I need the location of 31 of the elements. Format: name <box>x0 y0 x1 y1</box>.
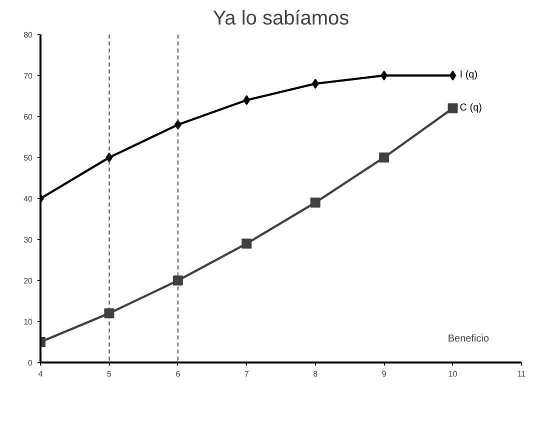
x-tick-label: 10 <box>448 370 458 378</box>
y-tick-label: 30 <box>24 236 34 244</box>
point <box>449 70 456 80</box>
chart-title: Ya lo sabíamos <box>212 8 350 30</box>
series-label: C (q) <box>460 102 482 114</box>
point <box>312 78 319 89</box>
series-label: I (q) <box>460 70 478 80</box>
x-tick-label: 6 <box>176 370 181 378</box>
x-tick-label: 5 <box>106 370 112 378</box>
x-tick-label: 7 <box>244 370 250 378</box>
y-tick-label: 10 <box>24 318 34 326</box>
point <box>172 276 183 286</box>
point <box>104 308 114 318</box>
point <box>242 238 252 249</box>
x-tick-label: 9 <box>382 370 387 378</box>
y-tick-label: 70 <box>24 72 34 80</box>
x-tick-label: 4 <box>38 370 44 378</box>
point <box>310 198 320 208</box>
point <box>379 152 390 162</box>
point <box>243 95 250 106</box>
point <box>380 70 388 80</box>
y-tick-label: 50 <box>24 154 34 162</box>
x-tick-label: 11 <box>517 370 526 378</box>
y-tick-label: 0 <box>28 358 34 368</box>
y-tick-label: 20 <box>24 276 34 286</box>
x-tick-label: 8 <box>313 370 318 378</box>
point <box>448 103 458 114</box>
y-tick-label: 60 <box>24 112 34 122</box>
y-tick-label: 40 <box>24 194 34 204</box>
y-tick-label: 80 <box>24 30 34 40</box>
annotation: Beneficio <box>448 334 490 344</box>
